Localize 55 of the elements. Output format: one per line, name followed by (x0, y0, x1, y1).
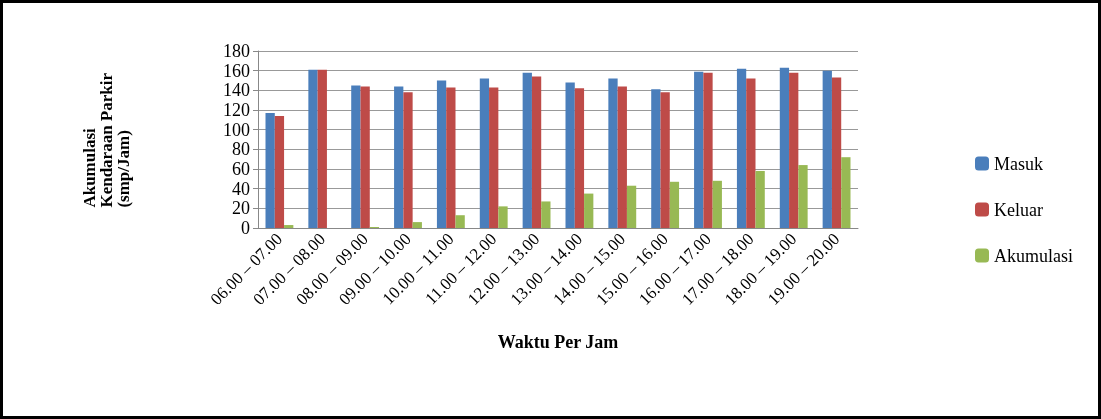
bar (360, 86, 370, 228)
y-tick-label: 100 (223, 119, 250, 140)
bar (779, 67, 790, 228)
bar (831, 77, 842, 228)
bar (584, 193, 594, 228)
bar (308, 69, 318, 228)
bar (617, 86, 627, 228)
bar (626, 185, 637, 228)
y-tick-label: 160 (223, 60, 250, 81)
bar (565, 82, 575, 228)
bar (412, 222, 422, 228)
bar (703, 72, 713, 228)
bar (755, 170, 765, 228)
bar (669, 181, 680, 228)
bar (822, 70, 832, 228)
bar (455, 215, 465, 228)
bar (317, 69, 327, 228)
y-tick-label: 140 (223, 80, 250, 101)
bar (736, 68, 747, 228)
bar (531, 76, 542, 228)
y-tick-label: 180 (223, 41, 250, 61)
bar (712, 180, 722, 228)
bar (651, 89, 661, 228)
bar (660, 92, 670, 228)
bar (436, 80, 447, 228)
y-tick-label: 40 (232, 178, 250, 199)
bar (841, 157, 851, 228)
x-axis-title: Waktu Per Jam (497, 332, 619, 352)
bar (394, 86, 404, 228)
bar (498, 206, 508, 228)
bar (789, 72, 799, 228)
bar (574, 88, 585, 228)
y-tick-label: 60 (232, 159, 250, 179)
bar (265, 112, 275, 228)
bar (274, 115, 285, 228)
bar (403, 92, 413, 228)
y-tick-label: 80 (232, 139, 250, 160)
legend-label: Akumulasi (994, 245, 1073, 266)
bar (489, 87, 499, 228)
bar (284, 225, 294, 228)
bar (746, 78, 756, 228)
bar (351, 85, 361, 228)
y-tick-label: 20 (232, 198, 250, 219)
legend-label: Keluar (994, 199, 1043, 220)
bar (522, 72, 532, 228)
bar (479, 78, 490, 228)
y-axis-title: Akumulasi Kendaraan Parkir (smp/Jam) (80, 72, 133, 208)
bar (798, 165, 808, 228)
bar (608, 78, 618, 228)
y-tick-label: 0 (241, 218, 250, 238)
bar (694, 71, 704, 228)
legend-label: Masuk (994, 153, 1043, 174)
bar (541, 201, 551, 228)
bar (446, 87, 456, 228)
y-tick-label: 120 (223, 100, 250, 120)
